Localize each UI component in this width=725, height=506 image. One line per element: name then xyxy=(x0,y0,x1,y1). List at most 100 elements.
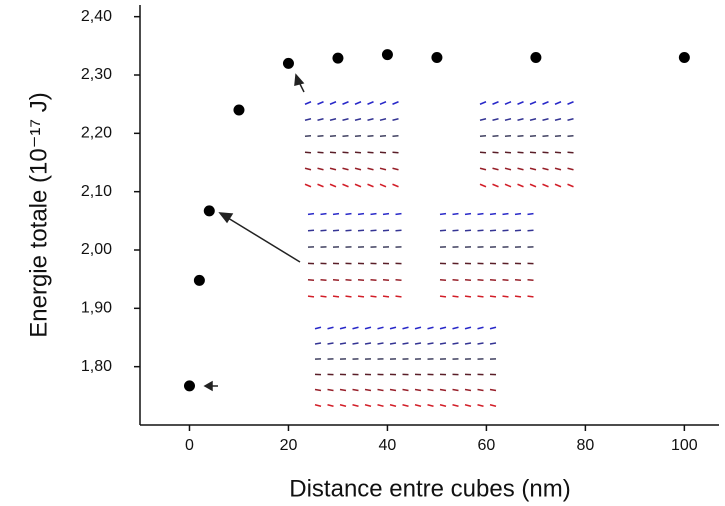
inset-spin xyxy=(389,326,397,330)
inset-spin xyxy=(464,295,472,298)
inset-spin xyxy=(464,342,472,345)
inset-spin xyxy=(502,295,509,298)
inset-spin xyxy=(364,326,372,330)
point xyxy=(530,52,542,63)
inset-spin xyxy=(452,388,459,392)
inset-spin xyxy=(304,135,312,137)
arrows xyxy=(203,73,305,392)
inset-spin xyxy=(392,101,399,105)
inset-spin xyxy=(329,101,337,105)
arrowhead xyxy=(203,380,213,392)
inset-spin xyxy=(554,101,562,105)
inset-spin xyxy=(392,167,399,171)
inset-spin xyxy=(477,388,484,392)
x-tick-label: 40 xyxy=(379,437,397,454)
inset-spin xyxy=(452,212,459,216)
inset-spin xyxy=(477,342,484,345)
inset-spin xyxy=(504,118,512,121)
inset-spin xyxy=(529,151,537,154)
inset-spin xyxy=(379,183,387,188)
inset-spin xyxy=(379,101,387,105)
inset-spin xyxy=(554,118,562,121)
inset-spin xyxy=(542,183,549,188)
inset-spin xyxy=(479,167,487,171)
inset-spin xyxy=(389,388,397,392)
x-tick-label: 0 xyxy=(185,437,194,454)
inset-spin xyxy=(504,151,512,154)
inset-spin xyxy=(392,151,399,154)
inset-spin xyxy=(342,118,349,121)
x-tick-label: 20 xyxy=(280,437,298,454)
inset-spin xyxy=(479,118,487,121)
y-tick-label: 1,90 xyxy=(81,300,112,317)
inset-spin xyxy=(339,326,347,330)
inset-spin xyxy=(382,212,390,216)
arrowhead xyxy=(218,212,234,224)
inset-spin xyxy=(414,388,422,392)
inset-spin xyxy=(332,212,340,216)
inset-spin xyxy=(329,151,337,154)
inset-spin xyxy=(517,101,524,105)
inset-spin xyxy=(427,342,434,345)
inset-spin xyxy=(339,388,347,392)
inset-spin xyxy=(345,212,352,216)
inset-spin xyxy=(357,295,365,298)
inset-spin xyxy=(364,404,372,407)
inset-spin xyxy=(354,151,362,154)
y-tick-label: 2,00 xyxy=(81,241,112,258)
inset-spin xyxy=(327,404,334,407)
inset-spin xyxy=(342,101,349,105)
inset-spin xyxy=(307,212,315,216)
inset-spin xyxy=(377,326,384,330)
inset-spin xyxy=(452,295,459,298)
point xyxy=(193,274,205,286)
y-tick-label: 2,20 xyxy=(81,125,112,142)
inset-spin xyxy=(542,101,549,105)
inset-spin xyxy=(354,101,362,105)
inset-spin xyxy=(377,342,384,345)
inset-spin xyxy=(367,101,374,105)
inset-spin xyxy=(427,326,434,330)
inset-spin xyxy=(489,342,497,345)
y-tick-label: 2,40 xyxy=(81,8,112,25)
inset-spin xyxy=(329,118,337,121)
inset-spin xyxy=(529,101,537,105)
inset-spin xyxy=(439,388,447,392)
inset-spin xyxy=(402,342,409,345)
inset-spin xyxy=(439,295,447,298)
inset-spin xyxy=(567,183,574,188)
inset-spin xyxy=(304,167,312,171)
inset-spin xyxy=(567,151,574,154)
y-axis-title: Energie totale (10⁻¹⁷ J) xyxy=(25,92,52,337)
inset-spin xyxy=(357,212,365,216)
inset-spin xyxy=(314,388,322,392)
inset-spin xyxy=(464,326,472,330)
inset-spin xyxy=(504,135,512,137)
inset-spin xyxy=(339,404,347,407)
inset-spin xyxy=(307,295,315,298)
inset-spin xyxy=(329,183,337,188)
inset-spin xyxy=(370,212,377,216)
y-tick-label: 2,10 xyxy=(81,183,112,200)
inset-spin xyxy=(314,326,322,330)
inset-spin xyxy=(317,101,324,105)
inset-spin xyxy=(317,118,324,121)
inset-spin xyxy=(492,151,499,154)
inset-spin xyxy=(402,404,409,407)
inset-spin xyxy=(382,295,390,298)
inset-spin xyxy=(492,167,499,171)
inset-spin xyxy=(567,167,574,171)
inset-spin xyxy=(452,342,459,345)
inset-spin xyxy=(329,135,337,137)
inset-spin xyxy=(317,135,324,137)
insets xyxy=(304,101,574,407)
inset-spin xyxy=(517,118,524,121)
inset-spin xyxy=(477,326,484,330)
inset-spin xyxy=(379,167,387,171)
point xyxy=(282,57,294,69)
inset-spin xyxy=(492,135,499,137)
inset-spin xyxy=(352,404,359,407)
inset-spin xyxy=(342,183,349,188)
inset-spin xyxy=(352,388,359,392)
inset-spin xyxy=(414,404,422,407)
